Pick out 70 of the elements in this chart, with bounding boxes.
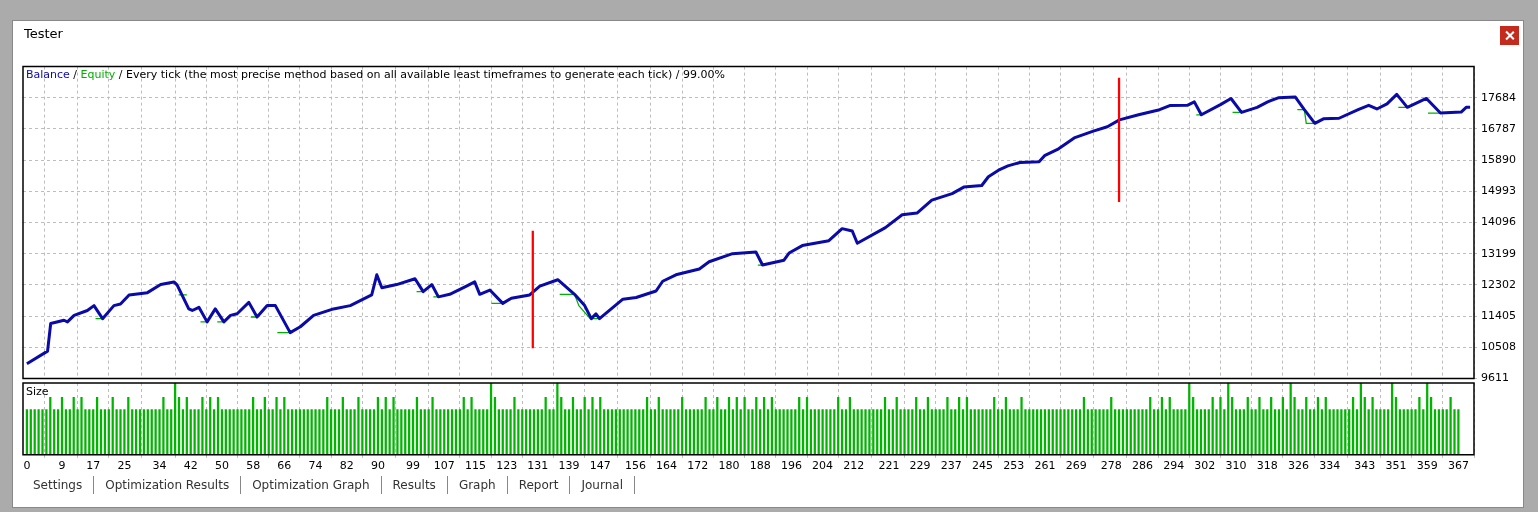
text: Results [381,476,448,494]
text: Graph [447,476,508,494]
text: / [118,68,123,82]
x-tick-label: 253 [1003,459,1025,473]
x-tick-label: 221 [878,459,900,473]
x-tick-label: 17 [86,459,101,473]
y-tick-label: 13199 [1481,246,1516,260]
x-tick-label: 318 [1256,459,1278,473]
chart-title: Size [26,384,49,398]
x-tick-label: 180 [718,459,740,473]
x-tick-label: 229 [909,459,931,473]
y-tick-label: 10508 [1481,340,1516,354]
y-tick-label: 16787 [1481,121,1516,135]
x-tick-label: 0 [23,459,31,473]
x-tick-label: 50 [214,459,229,473]
x-tick-label: 204 [812,459,834,473]
x-tick-label: 286 [1131,459,1153,473]
x-tick-label: 302 [1194,459,1216,473]
y-tick-label: 17684 [1481,90,1516,104]
x-tick-label: 343 [1354,459,1376,473]
x-tick-label: 123 [496,459,518,473]
x-tick-label: 237 [940,459,962,473]
x-tick-label: 156 [624,459,646,473]
y-tick-label: 14993 [1481,184,1516,198]
x-tick-label: 278 [1100,459,1122,473]
x-tick-label: 9 [58,459,66,473]
x-tick-label: 245 [972,459,994,473]
x-tick-label: 131 [527,459,549,473]
x-tick-label: 34 [152,459,167,473]
x-tick-label: 172 [687,459,709,473]
x-tick-label: 367 [1447,459,1469,473]
x-tick-label: 107 [433,459,455,473]
x-tick-label: 261 [1034,459,1056,473]
x-tick-label: 74 [308,459,323,473]
text: Optimization Results [94,476,242,494]
x-tick-label: 334 [1319,459,1341,473]
x-tick-label: 196 [780,459,802,473]
x-tick-label: 139 [558,459,580,473]
x-tick-label: 326 [1287,459,1309,473]
x-tick-label: 82 [339,459,354,473]
text: Balance [26,68,71,82]
x-tick-label: 269 [1065,459,1087,473]
x-tick-label: 310 [1225,459,1247,473]
chart-title: Every tick (the most precise method based on all available least timeframes to generate each tick) / 99.00% [126,68,725,82]
x-tick-label: 58 [246,459,261,473]
x-tick-label: 99 [406,459,421,473]
x-tick-label: 147 [589,459,611,473]
text: Optimization Graph [241,476,382,494]
text: Tester [24,26,63,41]
text: Equity [80,68,116,82]
x-tick-label: 212 [843,459,865,473]
text: Journal [570,476,635,494]
text: Settings [22,476,95,494]
x-tick-label: 164 [656,459,678,473]
x-tick-label: 90 [370,459,385,473]
x-tick-label: 188 [749,459,771,473]
y-tick-label: 14096 [1481,215,1516,229]
x-tick-label: 351 [1385,459,1407,473]
text: Report [507,476,571,494]
x-tick-label: 66 [277,459,292,473]
y-tick-label: 11405 [1481,308,1516,322]
y-tick-label: 12302 [1481,277,1516,291]
y-tick-label: 15890 [1481,153,1516,166]
x-tick-label: 359 [1416,459,1438,473]
x-tick-label: 25 [117,459,132,473]
y-tick-label: 9611 [1481,371,1509,385]
annotation: / [69,68,81,82]
x-tick-label: 42 [183,459,198,473]
x-tick-label: 115 [464,459,486,473]
x-tick-label: 294 [1163,459,1185,473]
